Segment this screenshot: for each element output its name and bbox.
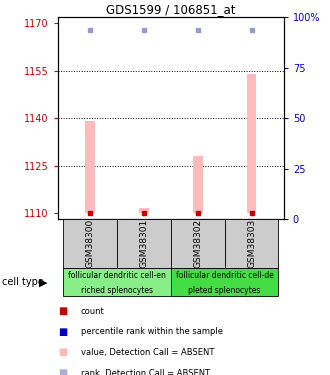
Bar [247, 74, 256, 213]
Text: follicular dendritic cell-de: follicular dendritic cell-de [176, 272, 274, 280]
Text: follicular dendritic cell-en: follicular dendritic cell-en [68, 272, 166, 280]
Bar [63, 219, 117, 268]
Text: riched splenocytes: riched splenocytes [81, 286, 153, 295]
Bar [171, 268, 279, 296]
Bar [63, 268, 171, 296]
Bar [225, 219, 279, 268]
Text: value, Detection Call = ABSENT: value, Detection Call = ABSENT [81, 348, 214, 357]
Text: ■: ■ [58, 368, 67, 375]
Text: rank, Detection Call = ABSENT: rank, Detection Call = ABSENT [81, 369, 210, 375]
Text: ■: ■ [58, 327, 67, 337]
Bar [139, 208, 149, 213]
Text: ■: ■ [58, 348, 67, 357]
Bar [171, 219, 225, 268]
Text: percentile rank within the sample: percentile rank within the sample [81, 327, 223, 336]
Text: ▶: ▶ [39, 277, 47, 287]
Text: GSM38302: GSM38302 [193, 219, 202, 268]
Text: GSM38303: GSM38303 [247, 219, 256, 268]
Title: GDS1599 / 106851_at: GDS1599 / 106851_at [106, 3, 236, 16]
Text: ■: ■ [58, 306, 67, 316]
Text: pleted splenocytes: pleted splenocytes [188, 286, 261, 295]
Text: GSM38301: GSM38301 [139, 219, 148, 268]
Bar [85, 121, 95, 213]
Bar [117, 219, 171, 268]
Text: cell type: cell type [2, 277, 44, 287]
Text: GSM38300: GSM38300 [85, 219, 94, 268]
Bar [193, 156, 203, 213]
Text: count: count [81, 307, 105, 316]
